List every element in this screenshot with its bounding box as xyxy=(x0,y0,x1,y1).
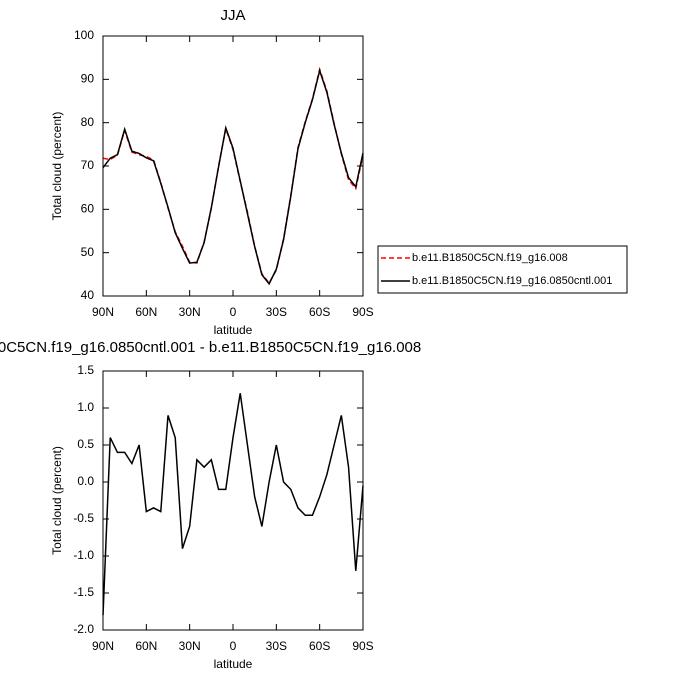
chart-title: JJA xyxy=(220,7,245,24)
legend-label: b.e11.B1850C5CN.f19_g16.0850cntl.001 xyxy=(412,275,612,287)
x-tick-label: 60S xyxy=(309,639,330,653)
x-tick-label: 90N xyxy=(92,639,114,653)
y-axis-label: Total cloud (percent) xyxy=(50,112,64,221)
x-tick-label: 30N xyxy=(179,639,201,653)
y-tick-label: 80 xyxy=(81,115,95,129)
x-tick-label: 90N xyxy=(92,305,114,319)
x-tick-label: 90S xyxy=(352,305,373,319)
y-tick-label: 90 xyxy=(81,72,95,86)
x-tick-label: 60N xyxy=(135,639,157,653)
x-tick-label: 60S xyxy=(309,305,330,319)
data-line xyxy=(102,66,364,285)
y-tick-label: 0.5 xyxy=(77,437,94,451)
data-line xyxy=(102,67,364,286)
y-tick-label: 100 xyxy=(74,28,94,42)
y-tick-label: 1.0 xyxy=(77,400,94,414)
y-tick-label: 70 xyxy=(81,158,95,172)
y-tick-label: -2.0 xyxy=(73,622,94,636)
y-tick-label: 40 xyxy=(81,288,95,302)
y-tick-label: 1.5 xyxy=(77,363,94,377)
y-axis-label: Total cloud (percent) xyxy=(50,446,64,555)
x-tick-label: 0 xyxy=(230,305,237,319)
legend-box xyxy=(377,245,628,294)
y-tick-label: 0.0 xyxy=(77,474,94,488)
chart-title: e11.B1850C5CN.f19_g16.0850cntl.001 - b.e… xyxy=(0,339,421,356)
x-tick-label: 30S xyxy=(266,639,287,653)
legend: b.e11.B1850C5CN.f19_g16.008 b.e11.B1850C5… xyxy=(377,245,628,294)
data-line xyxy=(102,393,364,616)
legend-label: b.e11.B1850C5CN.f19_g16.008 xyxy=(412,252,568,264)
plot-frame xyxy=(102,35,364,297)
y-tick-label: 50 xyxy=(81,245,95,259)
x-tick-label: 30S xyxy=(266,305,287,319)
x-tick-label: 90S xyxy=(352,639,373,653)
y-tick-label: -1.0 xyxy=(73,548,94,562)
y-tick-label: -1.5 xyxy=(73,585,94,599)
x-tick-label: 0 xyxy=(230,639,237,653)
x-axis-label: latitude xyxy=(214,657,253,671)
x-tick-label: 30N xyxy=(179,305,201,319)
y-tick-label: -0.5 xyxy=(73,511,94,525)
x-axis-label: latitude xyxy=(214,323,253,337)
x-tick-label: 60N xyxy=(135,305,157,319)
y-tick-label: 60 xyxy=(81,202,95,216)
plot-frame xyxy=(102,370,364,631)
